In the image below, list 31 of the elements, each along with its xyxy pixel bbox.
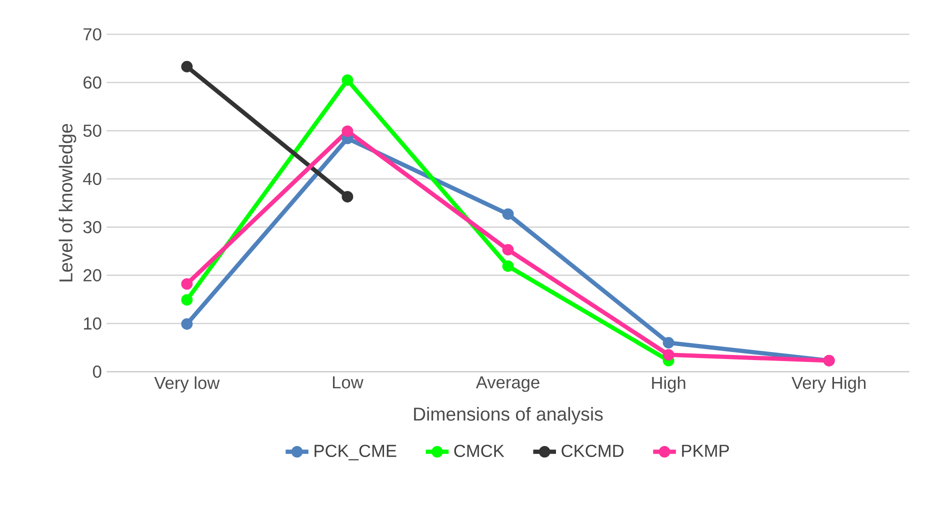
y-tick-label: 0 [92, 366, 102, 378]
point [342, 74, 354, 86]
point [181, 278, 193, 290]
x-axis-title: Dimensions of analysis [414, 407, 603, 424]
x-tick-label: Low [332, 376, 364, 388]
legend-label: CMCK [454, 444, 504, 457]
y-tick-label: 50 [83, 124, 102, 137]
point [502, 208, 514, 220]
y-axis-title: Level of knowledge [58, 124, 76, 282]
legend-label: CKCMD [562, 444, 624, 457]
y-tick-label: 30 [83, 220, 102, 234]
point [502, 244, 514, 256]
point [662, 337, 674, 348]
point [181, 318, 193, 330]
legend-label: PKMP [682, 444, 729, 457]
point [342, 125, 354, 137]
y-tick-label: 10 [84, 317, 102, 330]
x-tick-label: Average [476, 376, 540, 392]
point [181, 60, 193, 72]
y-tick-label: 60 [84, 76, 102, 89]
point [662, 349, 674, 361]
legend-label: PCK_CME [314, 444, 396, 460]
point [342, 191, 354, 202]
y-tick-label: 20 [84, 269, 102, 282]
x-tick-label: High [652, 376, 686, 393]
x-tick-label: Very High [792, 376, 866, 393]
y-tick-label: 40 [83, 172, 102, 186]
point [181, 294, 193, 306]
x-tick-label: Very low [154, 376, 220, 393]
y-tick-label: 70 [84, 28, 102, 40]
point [502, 260, 514, 272]
